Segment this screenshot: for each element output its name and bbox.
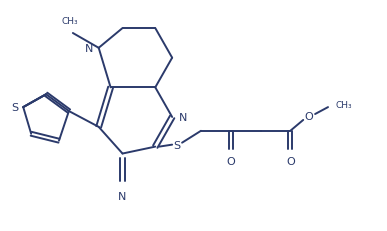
Text: S: S	[11, 103, 18, 112]
Text: O: O	[305, 112, 313, 122]
Text: CH₃: CH₃	[62, 17, 78, 26]
Text: S: S	[173, 140, 181, 150]
Text: N: N	[118, 191, 127, 201]
Text: O: O	[226, 157, 235, 167]
Text: O: O	[286, 157, 295, 167]
Text: CH₃: CH₃	[336, 100, 353, 109]
Text: N: N	[179, 112, 187, 122]
Text: N: N	[86, 44, 94, 54]
